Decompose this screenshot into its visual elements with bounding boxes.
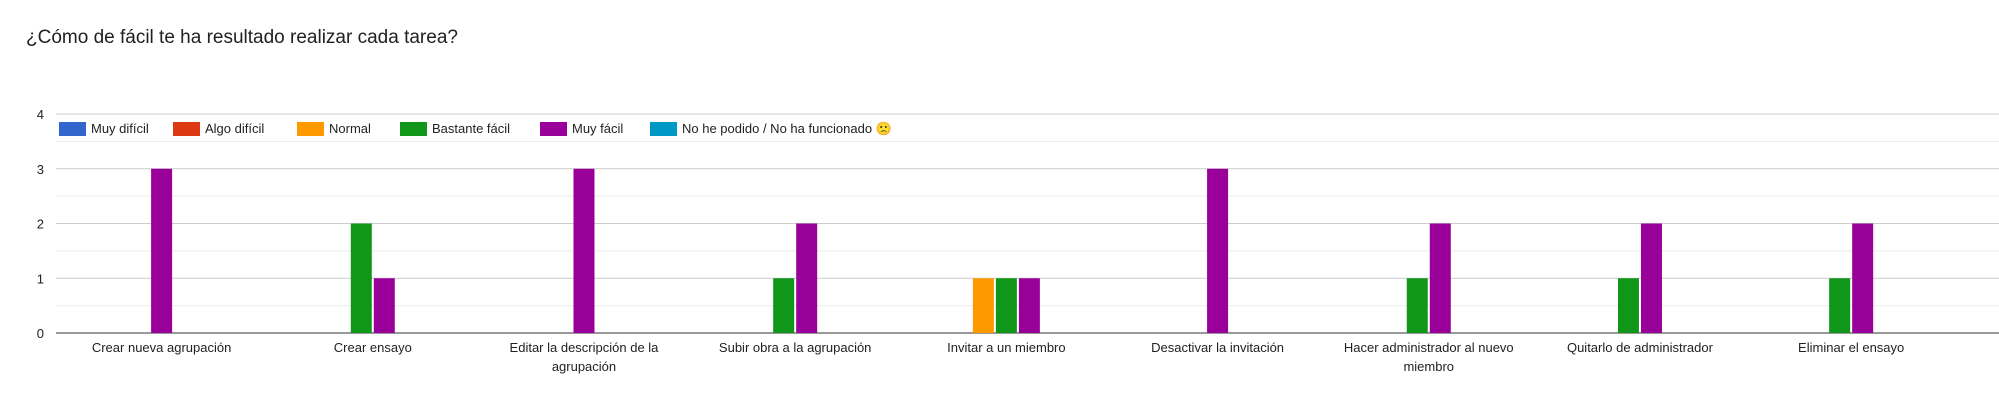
bar-bastante-8 (1829, 278, 1851, 333)
legend-label: No he podido / No ha funcionado 🙁 (682, 121, 892, 136)
bar-bastante-4 (995, 278, 1017, 333)
legend-swatch (400, 122, 427, 136)
bar-bastante-7 (1617, 278, 1639, 333)
bar-muy-7 (1640, 223, 1662, 333)
x-category-label: agrupación (552, 359, 616, 374)
bar-muy-2 (573, 168, 595, 333)
bar-muy-0 (151, 168, 173, 333)
y-tick-label: 3 (37, 162, 44, 177)
legend-swatch (297, 122, 324, 136)
x-category-label: Editar la descripción de la (510, 340, 660, 355)
legend-label: Muy fácil (572, 121, 623, 136)
bar-muy-4 (1018, 278, 1040, 333)
x-category-label: Crear ensayo (334, 340, 412, 355)
x-axis: Crear nueva agrupación Crear ensayo Editar… (92, 340, 1904, 374)
legend-label: Normal (329, 121, 371, 136)
y-axis: 0 1 2 3 4 (37, 107, 44, 341)
bar-normal-4 (972, 278, 994, 333)
legend-label: Algo difícil (205, 121, 264, 136)
legend: Muy difícil Algo difícil Normal Bastante fá… (59, 121, 892, 136)
bar-bastante-3 (773, 278, 795, 333)
bar-muy-5 (1207, 168, 1229, 333)
x-category-label: Subir obra a la agrupación (719, 340, 872, 355)
legend-swatch (650, 122, 677, 136)
x-category-label: miembro (1403, 359, 1454, 374)
question-title: ¿Cómo de fácil te ha resultado realizar … (26, 27, 458, 48)
bar-bastante-6 (1406, 278, 1428, 333)
y-tick-label: 0 (37, 326, 44, 341)
legend-label: Bastante fácil (432, 121, 510, 136)
y-tick-label: 1 (37, 271, 44, 286)
y-tick-label: 2 (37, 217, 44, 232)
legend-swatch (540, 122, 567, 136)
x-category-label: Hacer administrador al nuevo (1344, 340, 1514, 355)
legend-swatch (59, 122, 86, 136)
x-category-label: Desactivar la invitación (1151, 340, 1284, 355)
x-category-label: Eliminar el ensayo (1798, 340, 1904, 355)
bar-muy-1 (373, 278, 395, 333)
bar-muy-6 (1429, 223, 1451, 333)
legend-swatch (173, 122, 200, 136)
bar-bastante-1 (350, 223, 372, 333)
y-tick-label: 4 (37, 107, 44, 122)
legend-label: Muy difícil (91, 121, 149, 136)
bar-muy-3 (796, 223, 818, 333)
x-category-label: Crear nueva agrupación (92, 340, 231, 355)
bar-muy-8 (1852, 223, 1874, 333)
bars (151, 168, 1874, 333)
x-category-label: Invitar a un miembro (947, 340, 1066, 355)
x-category-label: Quitarlo de administrador (1567, 340, 1714, 355)
